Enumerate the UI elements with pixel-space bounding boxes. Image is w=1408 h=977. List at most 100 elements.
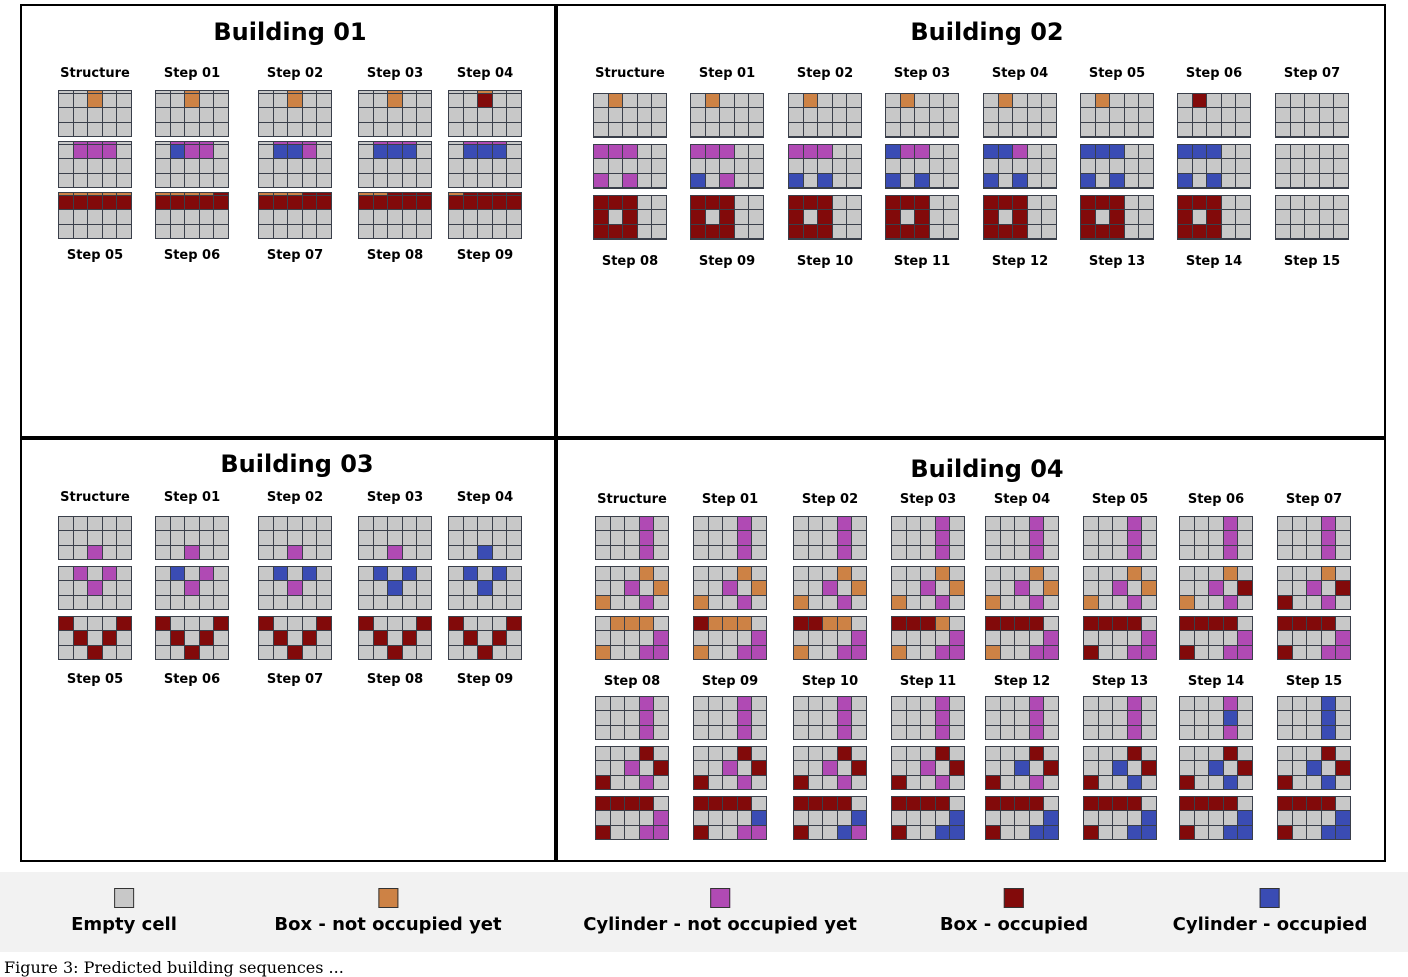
cell xyxy=(950,617,964,631)
cell xyxy=(986,517,1000,531)
cell xyxy=(986,595,1000,609)
cell xyxy=(808,631,823,645)
cell xyxy=(705,108,720,122)
cell xyxy=(610,631,625,645)
cell xyxy=(1029,631,1044,645)
step-label: Step 03 xyxy=(893,66,951,81)
cell xyxy=(170,581,185,595)
cell xyxy=(1113,711,1127,725)
cell xyxy=(1278,531,1292,545)
cell xyxy=(156,196,170,210)
cell xyxy=(59,567,73,581)
cell xyxy=(259,196,273,210)
cell xyxy=(1238,631,1252,645)
building-title: Building 04 xyxy=(910,455,1064,483)
cell xyxy=(847,122,861,136)
cell xyxy=(463,595,478,609)
cell xyxy=(837,545,852,559)
cell xyxy=(102,159,117,173)
cell xyxy=(88,173,102,187)
cell xyxy=(1000,517,1015,531)
step-label: Step 09 xyxy=(698,254,756,269)
cell xyxy=(373,108,388,122)
cell xyxy=(723,617,737,631)
step-label: Step 02 xyxy=(796,66,854,81)
layer-grid-3 xyxy=(793,516,867,560)
cell xyxy=(847,159,861,173)
cell xyxy=(1194,617,1209,631)
cell xyxy=(1180,531,1194,545)
cell xyxy=(199,531,214,545)
cell xyxy=(1238,567,1252,581)
cell xyxy=(944,108,958,122)
cell xyxy=(1180,517,1194,531)
cell xyxy=(892,697,906,711)
cell xyxy=(654,531,668,545)
cell xyxy=(823,775,837,789)
cell xyxy=(402,122,417,136)
cell xyxy=(1292,697,1307,711)
cell xyxy=(1307,697,1321,711)
cell xyxy=(852,545,866,559)
cell xyxy=(832,145,847,159)
layer-grid-3 xyxy=(1179,696,1253,740)
cell xyxy=(984,196,998,210)
cell xyxy=(359,159,373,173)
cell xyxy=(73,531,88,545)
cell xyxy=(906,567,921,581)
layer-grid-3 xyxy=(155,516,229,560)
cell xyxy=(610,617,625,631)
cell xyxy=(1042,196,1056,210)
cell xyxy=(417,531,431,545)
cell xyxy=(694,567,708,581)
cell xyxy=(1194,567,1209,581)
cell xyxy=(892,711,906,725)
cell xyxy=(705,159,720,173)
cell xyxy=(259,545,273,559)
cell xyxy=(1321,595,1336,609)
cell xyxy=(734,196,749,210)
cell xyxy=(417,581,431,595)
cell xyxy=(734,173,749,187)
cell xyxy=(886,210,900,224)
cell xyxy=(185,122,199,136)
cell xyxy=(185,595,199,609)
cell xyxy=(1180,725,1194,739)
building-title: Building 03 xyxy=(220,450,374,478)
cell xyxy=(199,159,214,173)
cell xyxy=(359,210,373,224)
cell xyxy=(478,567,492,581)
cell xyxy=(1113,775,1127,789)
cell xyxy=(625,825,639,839)
layer-grid-2 xyxy=(693,746,767,790)
cell xyxy=(608,210,623,224)
cell xyxy=(417,595,431,609)
cell xyxy=(1336,761,1350,775)
cell xyxy=(906,775,921,789)
cell xyxy=(705,145,720,159)
cell xyxy=(59,122,73,136)
cell xyxy=(708,581,723,595)
cell xyxy=(117,617,131,631)
cell xyxy=(837,711,852,725)
cell xyxy=(302,224,317,238)
cell xyxy=(639,761,654,775)
cell xyxy=(302,122,317,136)
cell xyxy=(705,224,720,238)
cell xyxy=(463,145,478,159)
cell xyxy=(639,825,654,839)
cell xyxy=(610,581,625,595)
cell xyxy=(1194,747,1209,761)
cell xyxy=(892,581,906,595)
cell xyxy=(637,108,652,122)
layer-grid-3 xyxy=(693,696,767,740)
cell xyxy=(185,108,199,122)
cell xyxy=(1015,595,1029,609)
cell xyxy=(478,531,492,545)
cell xyxy=(1207,108,1221,122)
cell xyxy=(596,711,610,725)
cell xyxy=(1029,811,1044,825)
cell xyxy=(156,567,170,581)
cell xyxy=(1081,108,1095,122)
cell xyxy=(935,517,950,531)
